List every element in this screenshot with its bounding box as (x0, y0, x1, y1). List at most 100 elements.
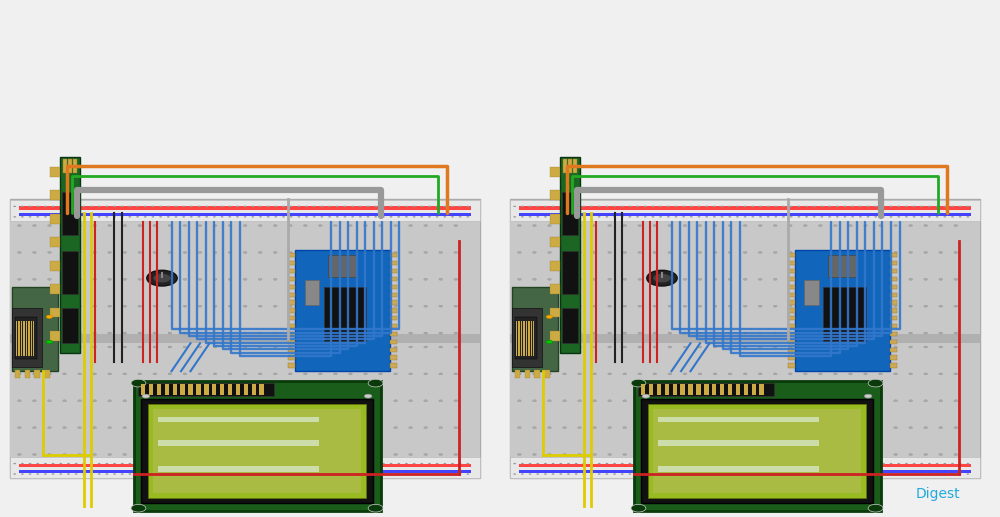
Circle shape (743, 373, 747, 375)
Bar (390, 332, 397, 336)
Circle shape (563, 373, 566, 375)
Circle shape (303, 346, 307, 348)
Circle shape (108, 278, 112, 280)
Circle shape (690, 206, 693, 207)
Circle shape (644, 473, 647, 475)
Circle shape (205, 206, 208, 207)
Circle shape (93, 400, 97, 402)
Bar (533, 321, 534, 356)
Circle shape (548, 400, 551, 402)
Circle shape (805, 473, 808, 475)
Circle shape (359, 473, 362, 475)
Circle shape (575, 473, 578, 475)
Circle shape (152, 463, 154, 464)
Circle shape (221, 216, 223, 218)
Circle shape (379, 373, 382, 375)
Circle shape (879, 346, 882, 348)
Circle shape (608, 400, 612, 402)
Bar (704, 385, 709, 395)
Circle shape (131, 505, 146, 512)
Circle shape (318, 332, 322, 334)
Circle shape (67, 463, 70, 464)
Circle shape (152, 473, 154, 475)
Circle shape (548, 251, 551, 253)
Circle shape (578, 346, 581, 348)
Circle shape (221, 206, 223, 207)
Circle shape (213, 278, 217, 280)
Circle shape (849, 332, 852, 334)
Bar (510, 457, 980, 478)
Circle shape (394, 346, 397, 348)
Circle shape (966, 206, 969, 207)
Circle shape (966, 463, 969, 464)
Circle shape (349, 332, 352, 334)
Circle shape (928, 216, 931, 218)
Circle shape (318, 305, 322, 307)
Circle shape (136, 463, 139, 464)
Circle shape (144, 463, 147, 464)
Circle shape (959, 216, 962, 218)
Circle shape (236, 206, 239, 207)
Circle shape (213, 463, 216, 464)
Circle shape (75, 463, 78, 464)
Circle shape (159, 206, 162, 207)
Circle shape (548, 278, 551, 280)
Bar (158, 417, 319, 422)
Circle shape (743, 346, 747, 348)
Bar (134, 381, 380, 511)
Circle shape (420, 473, 423, 475)
Circle shape (29, 463, 31, 464)
Bar (519, 206, 971, 209)
Circle shape (121, 206, 124, 207)
Circle shape (305, 206, 308, 207)
Bar (288, 269, 295, 273)
Circle shape (828, 206, 831, 207)
Circle shape (236, 216, 239, 218)
Circle shape (282, 463, 285, 464)
Circle shape (954, 400, 958, 402)
Circle shape (924, 373, 928, 375)
Circle shape (175, 206, 177, 207)
Circle shape (913, 216, 916, 218)
Circle shape (454, 305, 458, 307)
Circle shape (849, 346, 852, 348)
Bar (890, 277, 897, 281)
Circle shape (943, 206, 946, 207)
Circle shape (243, 224, 247, 226)
Circle shape (297, 463, 300, 464)
Circle shape (790, 216, 793, 218)
Circle shape (136, 206, 139, 207)
Bar (204, 385, 209, 395)
Circle shape (136, 473, 139, 475)
Circle shape (282, 206, 285, 207)
Circle shape (638, 427, 642, 429)
Circle shape (153, 305, 157, 307)
Circle shape (552, 206, 555, 207)
Circle shape (29, 206, 31, 207)
Circle shape (420, 216, 423, 218)
Circle shape (198, 427, 202, 429)
Circle shape (334, 427, 337, 429)
Circle shape (190, 463, 193, 464)
Circle shape (851, 473, 854, 475)
Circle shape (175, 473, 177, 475)
Circle shape (367, 463, 369, 464)
Bar (288, 300, 295, 305)
Circle shape (859, 463, 862, 464)
Bar (788, 261, 795, 265)
Circle shape (379, 305, 382, 307)
Bar (688, 385, 693, 395)
Circle shape (167, 206, 170, 207)
Bar (680, 385, 685, 395)
Circle shape (382, 206, 385, 207)
Circle shape (905, 463, 908, 464)
Circle shape (459, 206, 462, 207)
Circle shape (113, 473, 116, 475)
Circle shape (138, 332, 142, 334)
Circle shape (803, 251, 807, 253)
Circle shape (874, 206, 877, 207)
Circle shape (924, 251, 928, 253)
Circle shape (459, 463, 462, 464)
Circle shape (890, 473, 892, 475)
Circle shape (803, 427, 807, 429)
